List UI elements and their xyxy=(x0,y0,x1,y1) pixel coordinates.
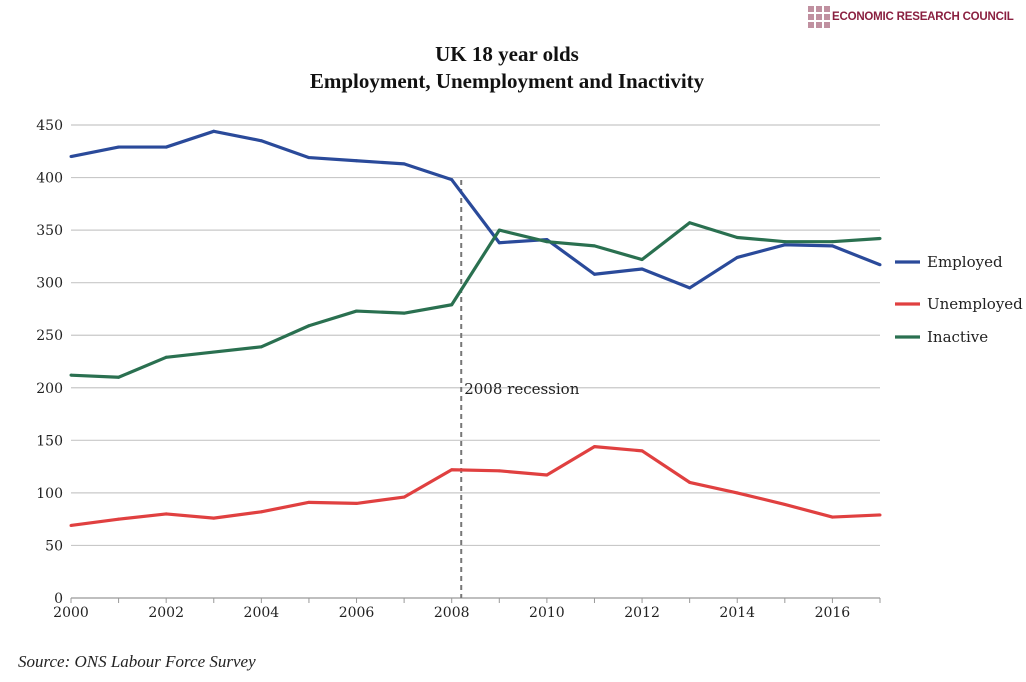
x-tick-label: 2000 xyxy=(53,605,89,621)
data-point-inactive xyxy=(735,235,739,239)
series-line-unemployed xyxy=(70,445,881,528)
y-tick-label: 150 xyxy=(36,433,63,449)
logo-squares-icon xyxy=(808,6,830,28)
data-point-inactive xyxy=(117,375,121,379)
data-point-inactive xyxy=(497,228,501,232)
data-point-inactive xyxy=(878,237,882,241)
data-point-unemployed xyxy=(307,500,311,504)
data-point-inactive xyxy=(307,324,311,328)
series-line-inactive xyxy=(70,221,881,379)
data-point-employed xyxy=(735,255,739,259)
data-point-unemployed xyxy=(164,512,168,516)
data-point-inactive xyxy=(402,311,406,315)
x-tick-label: 2014 xyxy=(719,605,755,621)
recession-label: 2008 recession xyxy=(464,380,579,398)
x-tick-label: 2016 xyxy=(815,605,851,621)
data-point-unemployed xyxy=(212,516,216,520)
x-tick-label: 2004 xyxy=(244,605,280,621)
data-point-employed xyxy=(402,162,406,166)
data-point-employed xyxy=(592,272,596,276)
data-point-inactive xyxy=(640,258,644,262)
y-tick-label: 400 xyxy=(36,171,63,187)
data-point-employed xyxy=(450,178,454,182)
data-point-employed xyxy=(69,155,73,159)
data-point-inactive xyxy=(688,221,692,225)
data-point-inactive xyxy=(592,244,596,248)
chart-title-line1: UK 18 year olds xyxy=(435,42,579,66)
data-point-employed xyxy=(830,244,834,248)
y-tick-label: 350 xyxy=(36,223,63,239)
y-tick-label: 450 xyxy=(36,118,63,134)
series-line-employed xyxy=(70,129,881,290)
y-tick-label: 300 xyxy=(36,276,63,292)
data-point-employed xyxy=(164,145,168,149)
brand-logo: ECONOMIC RESEARCH COUNCIL xyxy=(808,6,1014,28)
data-point-unemployed xyxy=(688,480,692,484)
data-point-unemployed xyxy=(117,517,121,521)
data-point-inactive xyxy=(164,355,168,359)
data-point-unemployed xyxy=(259,510,263,514)
y-tick-label: 200 xyxy=(36,381,63,397)
y-tick-label: 50 xyxy=(45,538,63,554)
source-note: Source: ONS Labour Force Survey xyxy=(18,652,256,671)
y-tick-label: 250 xyxy=(36,328,63,344)
chart-title-line2: Employment, Unemployment and Inactivity xyxy=(310,69,705,93)
data-point-inactive xyxy=(783,240,787,244)
data-point-employed xyxy=(497,241,501,245)
data-point-unemployed xyxy=(69,523,73,527)
legend-label: Employed xyxy=(927,253,1003,271)
x-tick-label: 2008 xyxy=(434,605,470,621)
data-point-employed xyxy=(640,267,644,271)
data-point-employed xyxy=(307,156,311,160)
data-point-unemployed xyxy=(592,445,596,449)
data-point-unemployed xyxy=(545,473,549,477)
x-tick-label: 2002 xyxy=(148,605,184,621)
legend-label: Unemployed xyxy=(927,295,1023,313)
data-point-unemployed xyxy=(878,513,882,517)
data-point-unemployed xyxy=(402,495,406,499)
x-tick-label: 2010 xyxy=(529,605,565,621)
y-tick-label: 100 xyxy=(36,486,63,502)
data-point-inactive xyxy=(212,350,216,354)
data-point-employed xyxy=(117,145,121,149)
data-point-inactive xyxy=(355,309,359,313)
data-point-employed xyxy=(212,129,216,133)
data-point-employed xyxy=(783,243,787,247)
data-point-employed xyxy=(259,139,263,143)
data-point-employed xyxy=(688,286,692,290)
data-point-employed xyxy=(878,263,882,267)
data-point-inactive xyxy=(259,345,263,349)
legend-label: Inactive xyxy=(927,328,988,346)
x-tick-label: 2006 xyxy=(339,605,375,621)
data-point-inactive xyxy=(69,373,73,377)
data-point-employed xyxy=(355,159,359,163)
x-tick-label: 2012 xyxy=(624,605,660,621)
data-point-inactive xyxy=(830,240,834,244)
brand-name: ECONOMIC RESEARCH COUNCIL xyxy=(832,11,1014,23)
data-point-unemployed xyxy=(783,502,787,506)
data-point-unemployed xyxy=(355,501,359,505)
data-point-unemployed xyxy=(450,468,454,472)
data-point-unemployed xyxy=(640,449,644,453)
data-point-unemployed xyxy=(830,515,834,519)
data-point-inactive xyxy=(545,240,549,244)
data-point-unemployed xyxy=(735,491,739,495)
y-tick-label: 0 xyxy=(54,591,63,607)
data-point-inactive xyxy=(450,303,454,307)
data-point-unemployed xyxy=(497,469,501,473)
